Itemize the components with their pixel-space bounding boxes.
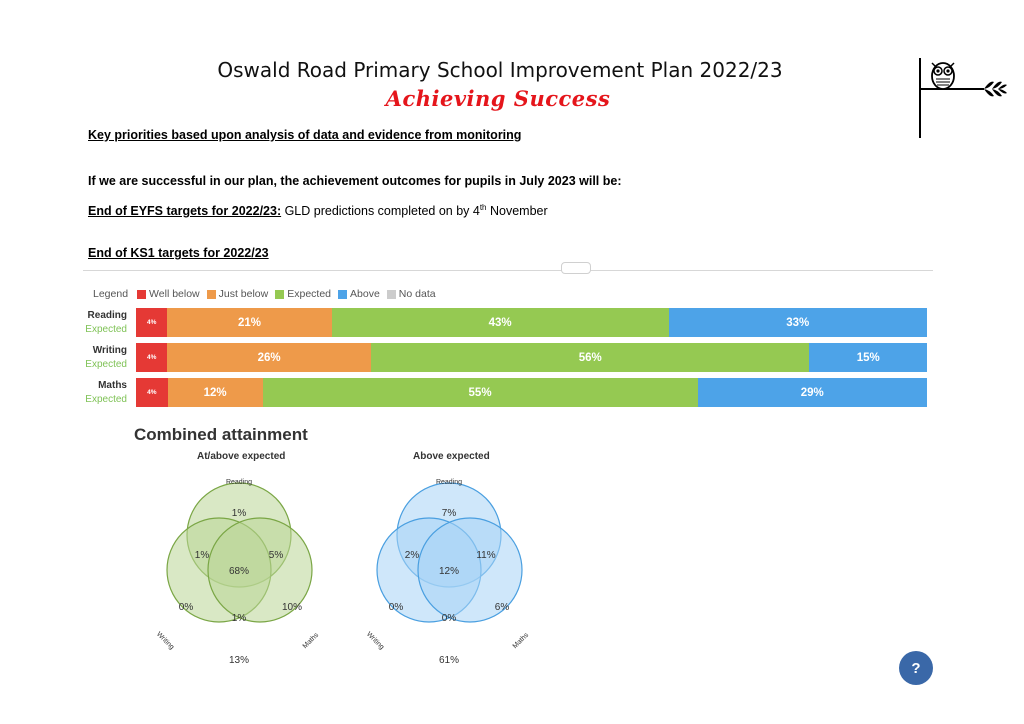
combined-title: Combined attainment xyxy=(134,425,308,444)
venn-title-above: Above expected xyxy=(413,451,490,462)
legend-swatch-no-data xyxy=(386,289,396,299)
legend-swatch-above xyxy=(338,289,348,299)
legend-label-just-below: Just below xyxy=(218,288,269,300)
venn-region-reading-only: 7% xyxy=(442,508,457,519)
legend-label-expected: Expected xyxy=(287,288,332,300)
bar-label-reading: Reading Expected xyxy=(60,309,127,337)
legend-title: Legend xyxy=(93,288,129,300)
venn-circle-maths xyxy=(207,517,313,623)
legend-swatch-just-below xyxy=(206,289,216,299)
venn-set-label-reading: Reading xyxy=(436,479,462,486)
venn-region-none: 13% xyxy=(229,655,249,666)
owl-icon xyxy=(931,62,955,90)
bar-label-maths: Maths Expected xyxy=(60,379,127,407)
chart-legend: Legend Well below Just below Expected Ab… xyxy=(93,288,436,300)
legend-label-above: Above xyxy=(350,288,380,300)
bar-segment-just-below[interactable]: 12% xyxy=(167,378,263,407)
bar-row-reading: 4% 21% 43% 33% xyxy=(136,308,927,337)
bar-sublabel: Expected xyxy=(85,324,127,335)
eyfs-line: End of EYFS targets for 2022/23: GLD pre… xyxy=(88,203,548,218)
panel-tab[interactable] xyxy=(561,262,591,274)
bar-label-writing: Writing Expected xyxy=(60,344,127,372)
venn-circle-maths xyxy=(417,517,523,623)
bar-segment-above[interactable]: 33% xyxy=(668,308,927,337)
eyfs-label: End of EYFS targets for 2022/23: xyxy=(88,204,282,219)
owl-logo xyxy=(919,58,1007,138)
venn-region-none: 61% xyxy=(439,655,459,666)
venn-region-writing-only: 0% xyxy=(179,602,194,613)
help-button[interactable]: ? xyxy=(899,651,933,685)
bar-category: Reading xyxy=(87,310,127,321)
bar-sublabel: Expected xyxy=(85,359,127,370)
bar-segment-expected[interactable]: 56% xyxy=(370,343,810,372)
venn-set-label-writing: Writing xyxy=(155,631,175,651)
ks1-heading: End of KS1 targets for 2022/23 xyxy=(88,246,269,260)
venn-region-writing-maths: 1% xyxy=(232,613,247,624)
venn-region-all: 12% xyxy=(439,566,459,577)
venn-region-writing-only: 0% xyxy=(389,602,404,613)
venn-set-label-writing: Writing xyxy=(365,631,385,651)
legend-swatch-well-below xyxy=(137,289,147,299)
bar-category: Maths xyxy=(98,380,127,391)
panel-divider xyxy=(83,270,933,271)
page-title: Oswald Road Primary School Improvement P… xyxy=(217,58,783,82)
bar-sublabel: Expected xyxy=(85,394,127,405)
bar-segment-just-below[interactable]: 26% xyxy=(167,343,371,372)
venn-set-label-maths: Maths xyxy=(302,631,321,650)
venn-region-reading-maths: 5% xyxy=(269,550,284,561)
venn-set-label-maths: Maths xyxy=(512,631,531,650)
eyfs-text-after: November xyxy=(486,204,548,219)
page-subtitle: Achieving Success xyxy=(385,86,611,111)
legend-label-well-below: Well below xyxy=(149,288,200,300)
help-icon: ? xyxy=(911,659,921,677)
intro-text: If we are successful in our plan, the ac… xyxy=(88,174,622,188)
venn-region-writing-maths: 0% xyxy=(442,613,457,624)
venn-region-maths-only: 10% xyxy=(282,602,302,613)
venn-region-all: 68% xyxy=(229,566,249,577)
leaves-icon xyxy=(984,81,1007,97)
priorities-heading: Key priorities based upon analysis of da… xyxy=(88,128,522,142)
bar-segment-well-below[interactable]: 4% xyxy=(136,378,168,407)
bar-category: Writing xyxy=(92,345,127,356)
bar-segment-above[interactable]: 29% xyxy=(697,378,927,407)
bar-segment-expected[interactable]: 43% xyxy=(331,308,669,337)
bar-segment-above[interactable]: 15% xyxy=(809,343,927,372)
bar-row-maths: 4% 12% 55% 29% xyxy=(136,378,927,407)
bar-segment-well-below[interactable]: 4% xyxy=(136,308,168,337)
bar-row-writing: 4% 26% 56% 15% xyxy=(136,343,927,372)
legend-label-no-data: No data xyxy=(398,288,436,300)
venn-region-reading-writing: 1% xyxy=(195,550,210,561)
eyfs-sup: th xyxy=(479,203,487,212)
bar-segment-just-below[interactable]: 21% xyxy=(167,308,332,337)
eyfs-text: GLD predictions completed on by 4 xyxy=(281,204,480,219)
bar-segment-well-below[interactable]: 4% xyxy=(136,343,168,372)
venn-at-above-expected: Reading Writing Maths 1% 1% 5% 68% 0% 10% 1% 13% xyxy=(155,479,321,666)
venn-above-expected: Reading Writing Maths 7% 2% 11% 12% 0% 6% 0% 61% xyxy=(365,479,531,666)
legend-swatch-expected xyxy=(275,289,285,299)
venn-region-maths-only: 6% xyxy=(495,602,510,613)
venn-region-reading-writing: 2% xyxy=(405,550,420,561)
venn-set-label-reading: Reading xyxy=(226,479,252,486)
venn-title-at-above: At/above expected xyxy=(197,451,286,462)
venn-region-reading-maths: 11% xyxy=(476,550,495,561)
venn-region-reading-only: 1% xyxy=(232,508,247,519)
bar-segment-expected[interactable]: 55% xyxy=(262,378,698,407)
